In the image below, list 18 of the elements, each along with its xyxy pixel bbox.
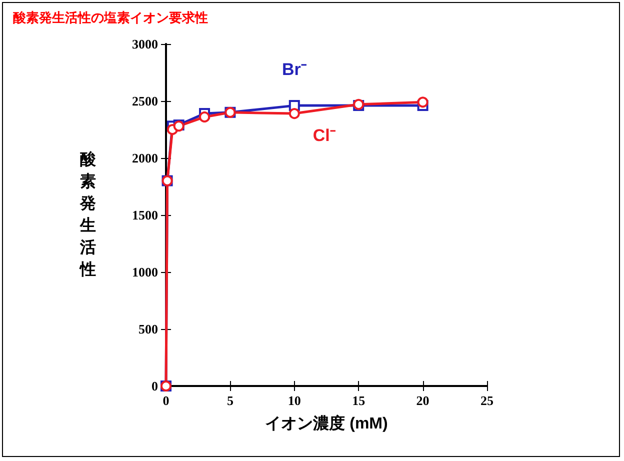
x-tick-label: 15 (352, 393, 366, 408)
x-tick-label: 25 (480, 393, 494, 408)
y-tick-label: 1500 (132, 208, 158, 222)
y-axis-title: 酸素発生活性 (79, 150, 97, 278)
x-tick-label: 0 (162, 393, 170, 408)
series-label: Br⁻ (282, 60, 307, 80)
x-tick-label: 5 (226, 393, 234, 408)
x-axis-title: イオン濃度 (mM) (265, 414, 388, 432)
y-tick-label: 500 (138, 322, 158, 336)
chart-title: 酸素発生活性の塩素イオン要求性 (13, 10, 208, 25)
x-tick-label: 20 (416, 393, 430, 408)
x-tick-label: 10 (288, 393, 301, 408)
y-tick-label: 2000 (132, 150, 158, 166)
y-tick-label: 1000 (132, 264, 158, 280)
series-label: Cl⁻ (312, 126, 336, 146)
y-tick-label: 3000 (132, 36, 158, 52)
y-tick-label: 0 (152, 378, 158, 394)
y-tick-label: 2500 (132, 94, 158, 108)
